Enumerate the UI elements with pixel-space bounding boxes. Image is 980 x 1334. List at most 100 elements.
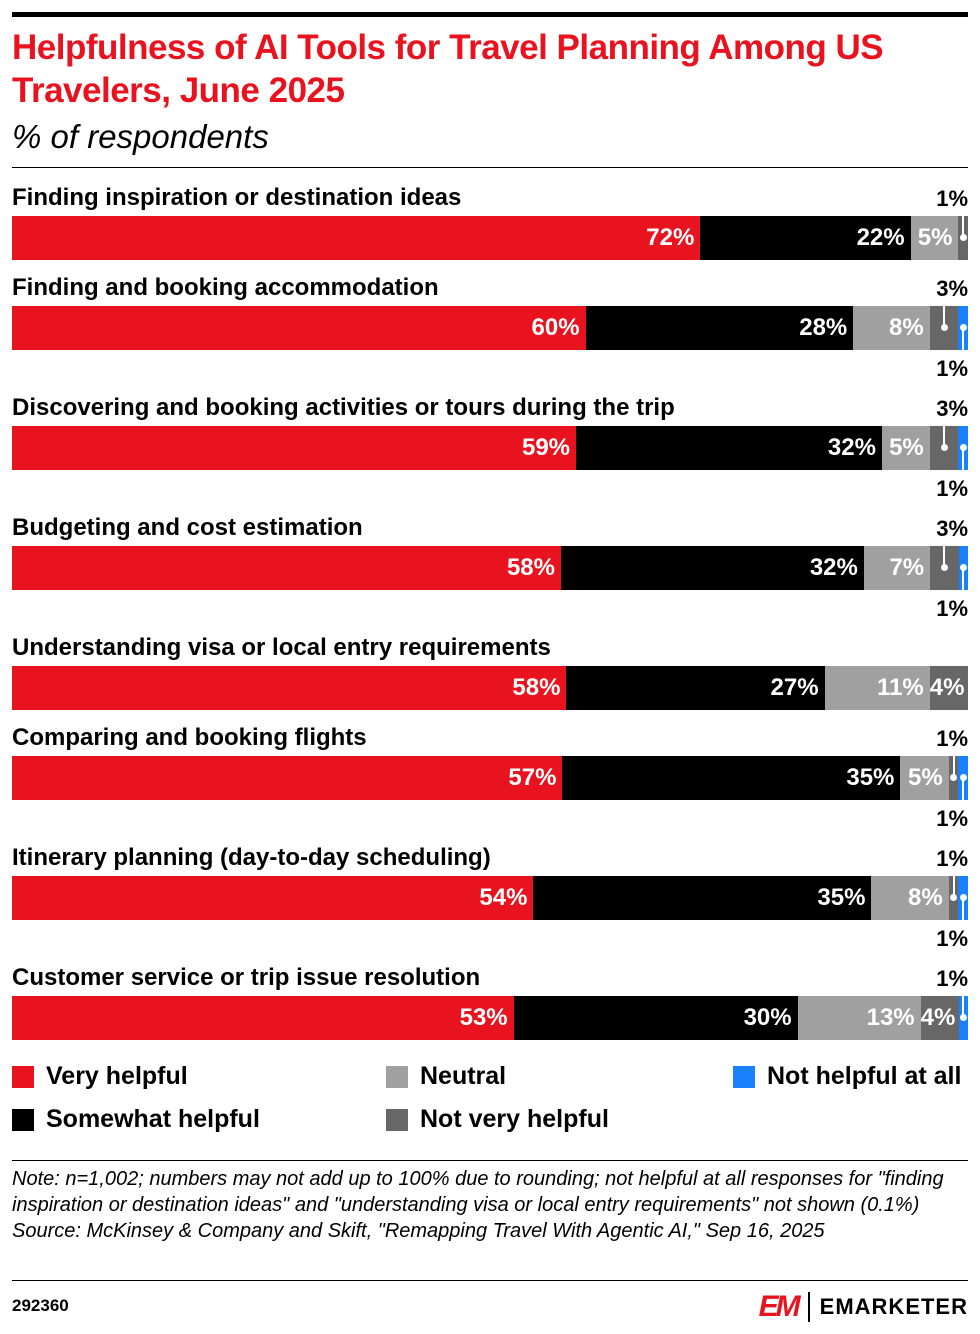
- bar-somewhat-helpful: [560, 546, 864, 590]
- legend-label: Not helpful at all: [767, 1062, 962, 1090]
- callout-dot: [940, 444, 948, 451]
- bar-somewhat-helpful: [585, 306, 854, 350]
- category-label: Comparing and booking flights: [12, 724, 367, 751]
- callout-label: 1%: [936, 596, 968, 621]
- bar-very-helpful: [12, 216, 701, 260]
- callout-leader: [962, 778, 965, 804]
- bar-neutral: [881, 426, 930, 470]
- bar-not-very-helpful: [920, 996, 959, 1040]
- callout-label: 1%: [936, 926, 968, 951]
- value-label: 54%: [479, 884, 528, 911]
- callout-label: 1%: [936, 356, 968, 381]
- legend-swatch-not-helpful-at-all: [733, 1065, 755, 1088]
- legend-item-somewhat-helpful: Somewhat helpful: [12, 1105, 260, 1134]
- value-label: 8%: [889, 314, 924, 341]
- callout-label: 3%: [936, 276, 968, 301]
- callout-label: 3%: [936, 396, 968, 421]
- bar-neutral: [871, 876, 949, 920]
- legend-swatch-very-helpful: [12, 1065, 34, 1088]
- value-label: 58%: [512, 674, 561, 701]
- bar-neutral: [797, 996, 921, 1040]
- bar-very-helpful: [12, 756, 563, 800]
- bar-neutral: [910, 216, 959, 260]
- logo-separator: [807, 1292, 810, 1322]
- bar-somewhat-helpful: [576, 426, 882, 470]
- callout-dot: [959, 774, 967, 781]
- category-label: Finding and booking accommodation: [12, 274, 439, 301]
- value-label: 35%: [817, 884, 866, 911]
- value-label: 8%: [907, 884, 943, 911]
- bar-neutral: [824, 666, 930, 710]
- category-label: Budgeting and cost estimation: [12, 514, 363, 541]
- category-label: Discovering and booking activities or to…: [12, 394, 675, 421]
- category-label: Finding inspiration or destination ideas: [12, 184, 462, 211]
- callout-dot: [959, 444, 967, 451]
- callout-label: 1%: [936, 476, 968, 501]
- callout-label: 1%: [936, 846, 968, 871]
- callout-dot: [959, 324, 967, 331]
- brand-mark: EM: [758, 1290, 801, 1323]
- bar-very-helpful: [12, 306, 586, 350]
- bottom-divider: [12, 1280, 968, 1281]
- legend-item-not-very-helpful: Not very helpful: [386, 1105, 609, 1134]
- bar-very-helpful: [12, 546, 561, 590]
- legend-label: Very helpful: [46, 1062, 188, 1090]
- bar-very-helpful: [12, 996, 514, 1040]
- category-label: Understanding visa or local entry requir…: [12, 634, 551, 661]
- callout-dot: [959, 234, 967, 241]
- callout-leader: [962, 212, 965, 236]
- brand-name: EMARKETER: [819, 1294, 968, 1319]
- callout-label: 1%: [936, 806, 968, 831]
- callout-leader: [962, 568, 965, 594]
- callout-leader: [943, 542, 946, 566]
- stacked-bar-chart: Finding inspiration or destination ideas…: [0, 170, 980, 1050]
- callout-label: 1%: [936, 186, 968, 211]
- callout-leader: [943, 422, 946, 446]
- value-label: 13%: [866, 1004, 915, 1031]
- bar-neutral: [863, 546, 931, 590]
- legend-label: Neutral: [420, 1062, 507, 1090]
- callout-dot: [950, 774, 957, 781]
- emarketer-logo: EM EMARKETER: [759, 1290, 968, 1324]
- category-label: Itinerary planning (day-to-day schedulin…: [12, 844, 491, 871]
- bar-neutral: [853, 306, 930, 350]
- footer-divider: [12, 1160, 968, 1161]
- value-label: 7%: [889, 554, 925, 581]
- bar-somewhat-helpful: [562, 756, 901, 800]
- value-label: 58%: [506, 554, 555, 581]
- bar-very-helpful: [12, 426, 577, 470]
- value-label: 22%: [856, 224, 905, 251]
- callout-dot: [959, 894, 967, 901]
- legend-swatch-neutral: [386, 1065, 408, 1088]
- callout-dot: [959, 1014, 967, 1021]
- callout-label: 1%: [936, 726, 968, 751]
- value-label: 32%: [827, 434, 876, 461]
- footnote: Note: n=1,002; numbers may not add up to…: [12, 1166, 972, 1244]
- source-text: Source: McKinsey & Company and Skift, "R…: [12, 1220, 825, 1242]
- legend: Very helpful Neutral Not helpful at all …: [12, 1062, 968, 1152]
- chart-id: 292360: [12, 1296, 69, 1315]
- legend-label: Somewhat helpful: [46, 1105, 260, 1133]
- legend-item-very-helpful: Very helpful: [12, 1062, 188, 1091]
- legend-label: Not very helpful: [420, 1105, 609, 1133]
- value-label: 4%: [929, 674, 965, 701]
- value-label: 5%: [889, 434, 924, 461]
- bar-somewhat-helpful: [566, 666, 825, 710]
- value-label: 30%: [743, 1004, 792, 1031]
- value-label: 5%: [917, 224, 953, 251]
- callout-leader: [943, 302, 946, 326]
- callout-leader: [962, 448, 965, 474]
- value-label: 72%: [646, 224, 695, 251]
- callout-leader: [952, 752, 955, 776]
- callout-dot: [959, 564, 967, 571]
- callout-leader: [962, 328, 965, 354]
- value-label: 28%: [799, 314, 848, 341]
- callout-dot: [950, 894, 957, 901]
- bar-not-very-helpful: [929, 666, 968, 710]
- bar-somewhat-helpful: [513, 996, 798, 1040]
- callout-label: 3%: [936, 516, 968, 541]
- legend-swatch-somewhat-helpful: [12, 1108, 34, 1131]
- callout-leader: [962, 898, 965, 924]
- bar-very-helpful: [12, 876, 534, 920]
- value-label: 57%: [508, 764, 557, 791]
